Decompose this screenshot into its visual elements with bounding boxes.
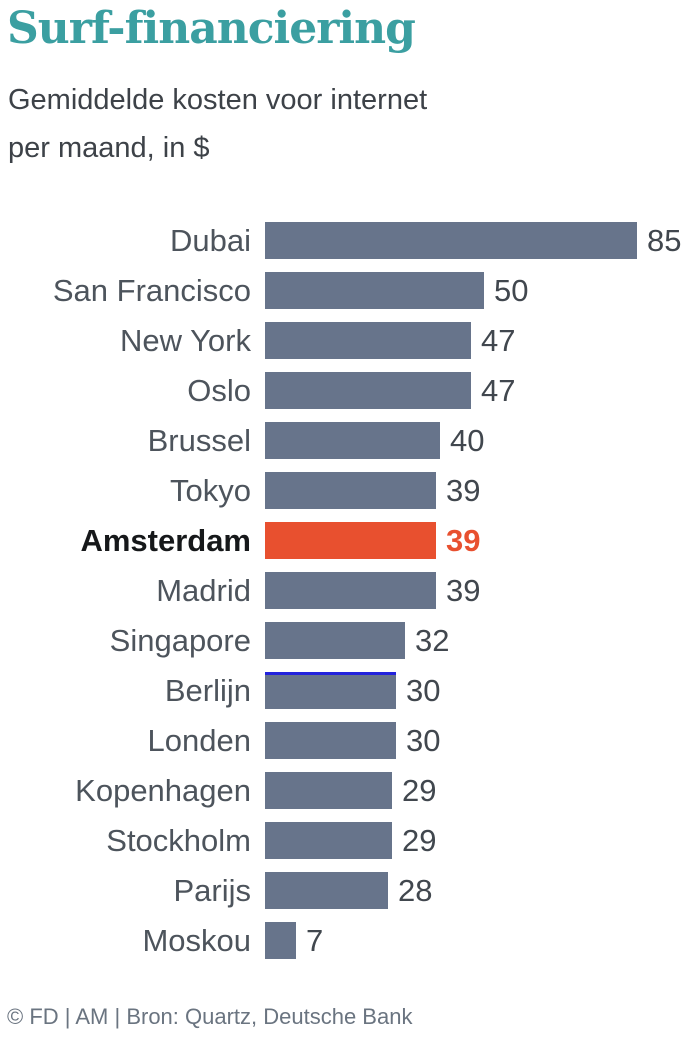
chart-row: Singapore 32 [0, 622, 692, 659]
bar-chart: Dubai 85 San Francisco 50 New York 47 Oslo 47 Br… [0, 222, 692, 972]
bar [265, 422, 440, 459]
chart-row: Oslo 47 [0, 372, 692, 409]
bar-value: 29 [402, 822, 437, 858]
bar [265, 372, 471, 409]
bar-value: 30 [406, 672, 441, 708]
chart-row: Londen 30 [0, 722, 692, 759]
bar-value: 39 [446, 522, 481, 558]
bar [265, 322, 471, 359]
bar-label: Berlijn [164, 672, 251, 708]
chart-row: Madrid 39 [0, 572, 692, 609]
chart-subtitle-line2: per maand, in $ [8, 132, 210, 164]
bar-value: 7 [306, 922, 324, 958]
bar-label: Amsterdam [80, 522, 251, 558]
bar-label: Stockholm [106, 822, 251, 858]
bar-label: Singapore [109, 622, 251, 658]
chart-row: New York 47 [0, 322, 692, 359]
bar-value: 40 [450, 422, 485, 458]
bar-label: Brussel [147, 422, 251, 458]
chart-row: Amsterdam 39 [0, 522, 692, 559]
chart-subtitle-line1: Gemiddelde kosten voor internet [8, 84, 428, 116]
bar-value: 47 [481, 322, 516, 358]
bar-value: 47 [481, 372, 516, 408]
chart-row: Moskou 7 [0, 922, 692, 959]
bar-value: 29 [402, 772, 437, 808]
chart-row: Kopenhagen 29 [0, 772, 692, 809]
bar-value: 39 [446, 472, 481, 508]
bar-label: New York [120, 322, 251, 358]
bar [265, 572, 436, 609]
bar-label: Tokyo [170, 472, 251, 508]
bar-value: 39 [446, 572, 481, 608]
bar-label: Kopenhagen [75, 772, 251, 808]
bar-label: San Francisco [52, 272, 251, 308]
bar [265, 822, 392, 859]
bar [265, 272, 484, 309]
bar-value: 30 [406, 722, 441, 758]
chart-row: Parijs 28 [0, 872, 692, 909]
bar-label: Moskou [142, 922, 251, 958]
chart-row: Berlijn 30 [0, 672, 692, 709]
bar-value: 28 [398, 872, 433, 908]
chart-subtitle: Gemiddelde kosten voor internet per maan… [8, 76, 427, 172]
bar-label: Madrid [156, 572, 251, 608]
bar-label: Londen [147, 722, 251, 758]
chart-row: Tokyo 39 [0, 472, 692, 509]
chart-row: Dubai 85 [0, 222, 692, 259]
bar [265, 872, 388, 909]
bar [265, 772, 392, 809]
chart-row: Stockholm 29 [0, 822, 692, 859]
bar [265, 522, 436, 559]
bar [265, 222, 637, 259]
bar [265, 472, 436, 509]
bar-value: 50 [494, 272, 529, 308]
page-title: Surf-financiering [7, 3, 416, 54]
bar-label: Oslo [187, 372, 251, 408]
bar-value: 85 [647, 222, 682, 258]
bar [265, 922, 296, 959]
bar-label: Dubai [170, 222, 251, 258]
bar-label: Parijs [173, 872, 251, 908]
source-credit: © FD | AM | Bron: Quartz, Deutsche Bank [7, 1004, 413, 1029]
chart-row: San Francisco 50 [0, 272, 692, 309]
bar [265, 622, 405, 659]
bar [265, 672, 396, 709]
bar [265, 722, 396, 759]
bar-value: 32 [415, 622, 450, 658]
chart-row: Brussel 40 [0, 422, 692, 459]
